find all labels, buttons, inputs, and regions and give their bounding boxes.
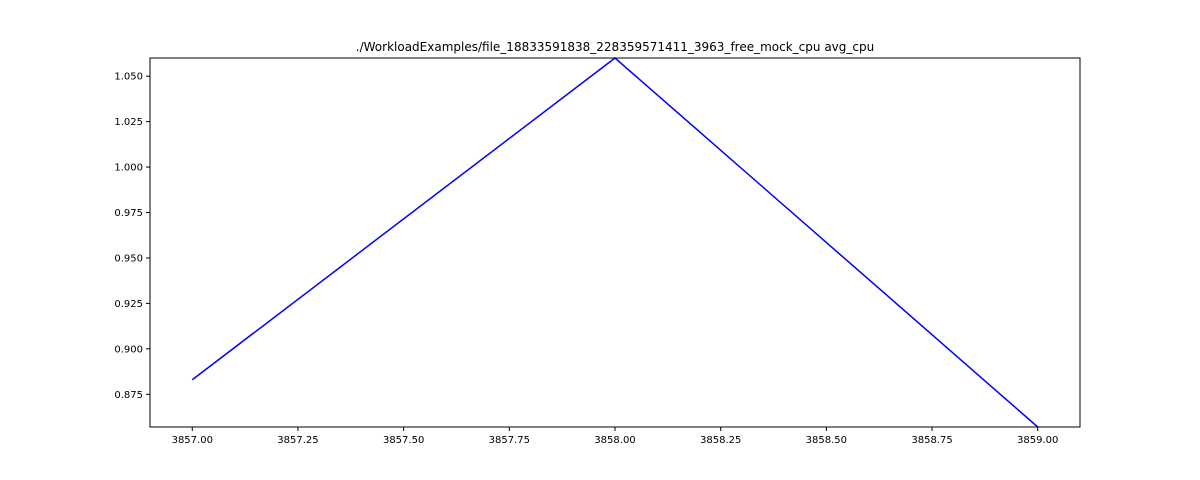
x-tick-label: 3858.50 (806, 435, 847, 446)
y-tick-label: 0.950 (114, 253, 143, 264)
y-tick-label: 0.975 (114, 208, 143, 219)
y-tick-label: 1.025 (114, 117, 143, 128)
plot-frame (149, 57, 1081, 428)
y-tick-label: 1.050 (114, 72, 143, 83)
x-tick-label: 3858.75 (911, 435, 952, 446)
x-tick-label: 3858.00 (594, 435, 635, 446)
y-tick-label: 0.925 (114, 299, 143, 310)
x-tick-label: 3859.00 (1017, 435, 1058, 446)
x-tick-label: 3857.00 (172, 435, 213, 446)
plot-area (191, 57, 1039, 428)
y-axis: 0.875 0.900 0.925 0.950 0.975 1.000 1.025 1.050 (114, 72, 150, 401)
series-line-0 (191, 57, 1039, 428)
x-tick-label: 3857.50 (383, 435, 424, 446)
chart-title: ./WorkloadExamples/file_18833591838_2283… (356, 40, 874, 54)
x-tick-label: 3858.25 (700, 435, 741, 446)
x-tick-label: 3857.25 (277, 435, 318, 446)
y-tick-label: 0.900 (114, 344, 143, 355)
y-tick-label: 0.875 (114, 390, 143, 401)
y-tick-label: 1.000 (114, 163, 143, 174)
x-axis: 3857.00 3857.25 3857.50 3857.75 3858.00 3858.… (172, 427, 1058, 446)
x-tick-label: 3857.75 (489, 435, 530, 446)
